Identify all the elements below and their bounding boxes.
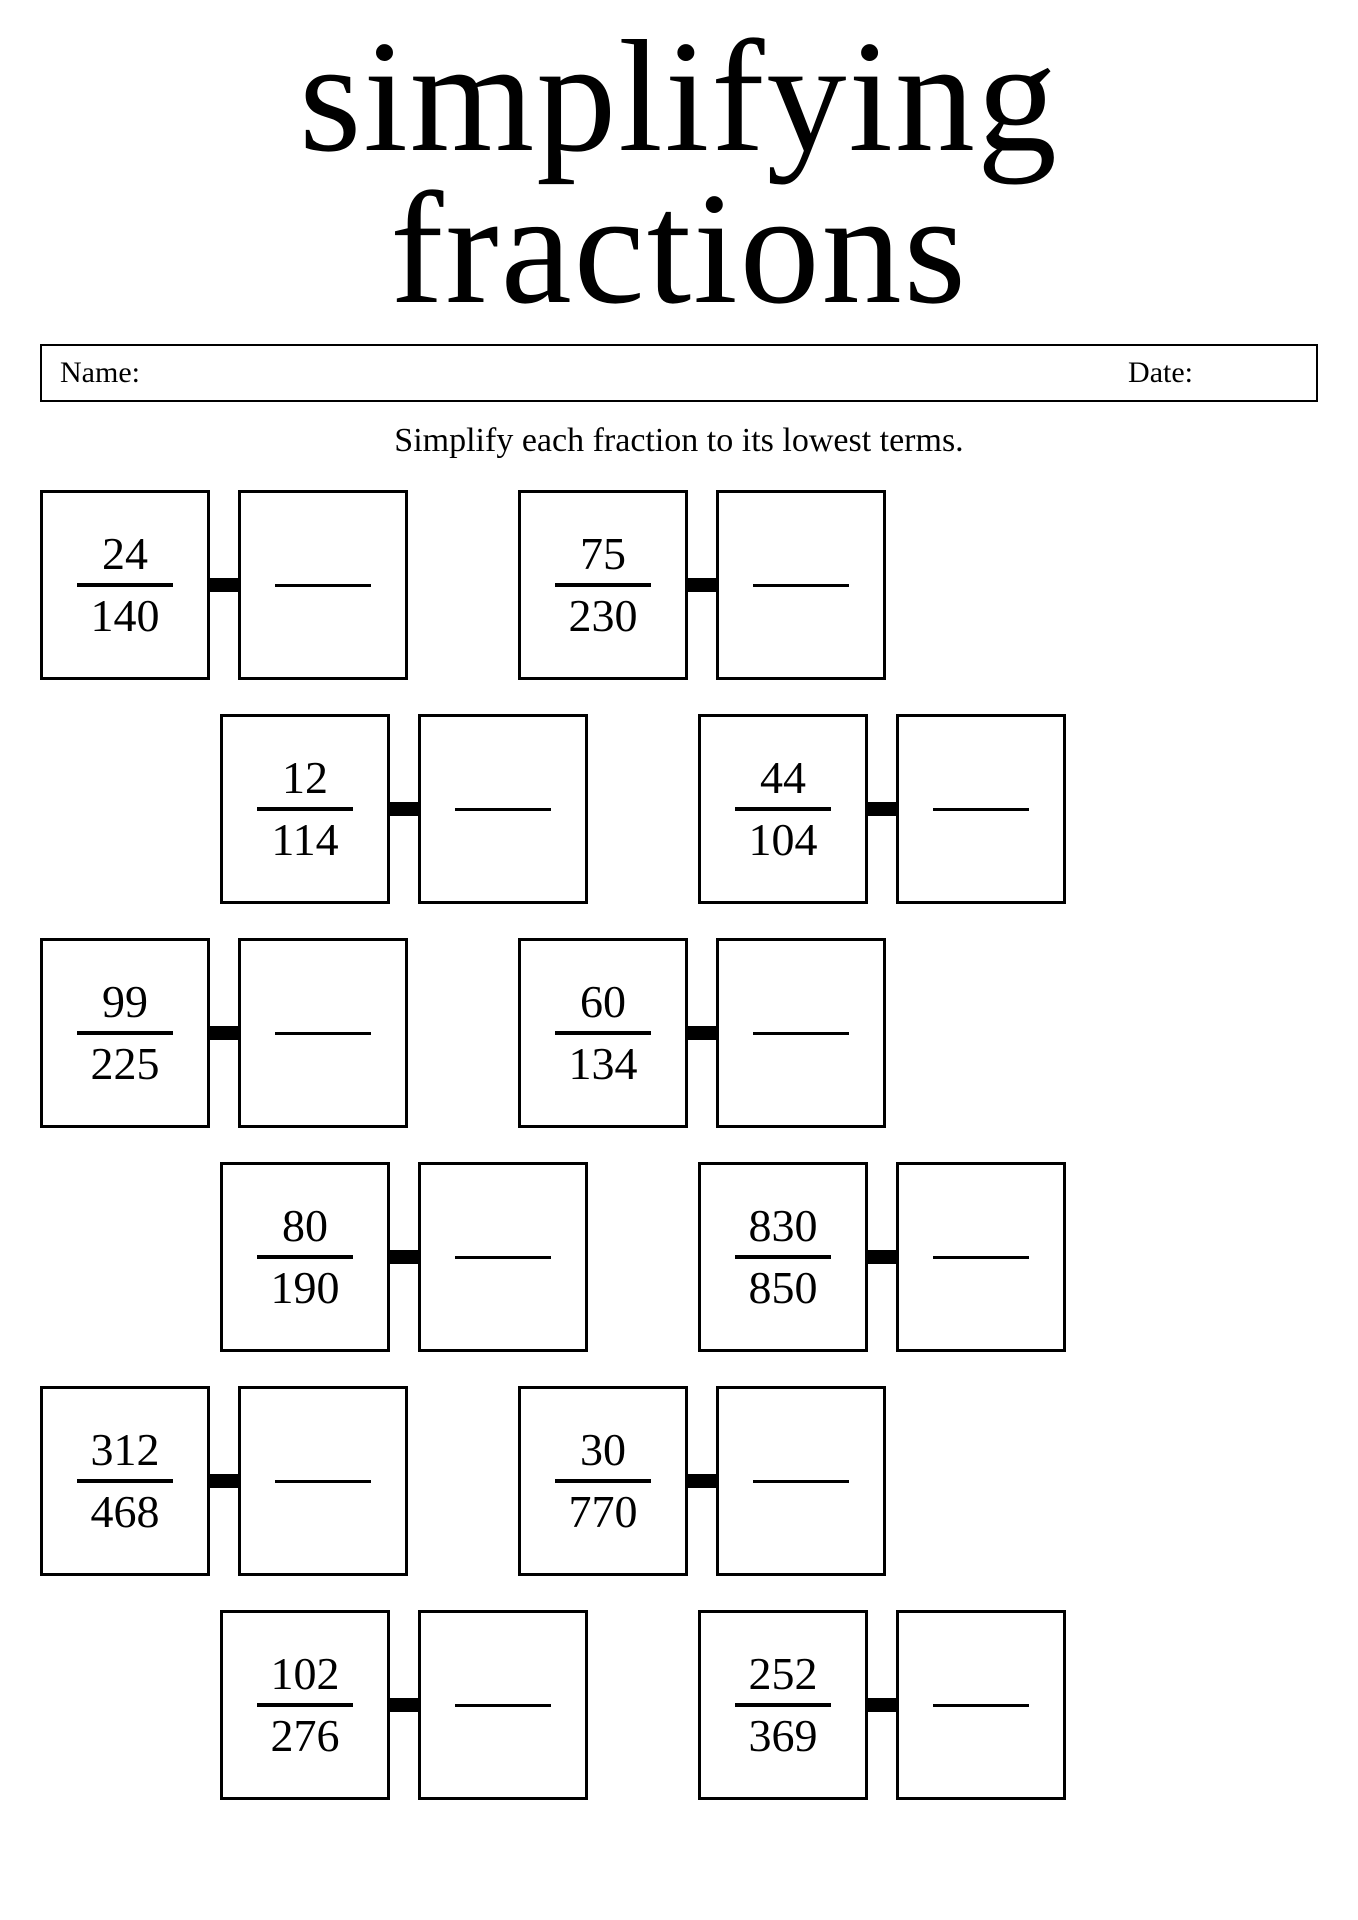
fraction-box: 75230 [518, 490, 688, 680]
fraction-problem: 252369 [698, 1610, 1066, 1800]
denominator: 104 [749, 811, 818, 869]
fraction-problem: 80190 [220, 1162, 588, 1352]
answer-blank-line [455, 808, 551, 811]
answer-box[interactable] [418, 714, 588, 904]
answer-blank-line [455, 1256, 551, 1259]
numerator: 12 [282, 749, 328, 807]
fraction-problem: 312468 [40, 1386, 408, 1576]
fraction-box: 12114 [220, 714, 390, 904]
fraction-box: 44104 [698, 714, 868, 904]
problem-row: 312468 30770 [40, 1386, 1318, 1576]
name-date-bar: Name: Date: [40, 344, 1318, 402]
answer-box[interactable] [896, 1162, 1066, 1352]
denominator: 114 [271, 811, 338, 869]
name-label: Name: [60, 356, 140, 390]
answer-blank-line [275, 584, 371, 587]
answer-box[interactable] [238, 1386, 408, 1576]
connector-bar [868, 802, 896, 816]
denominator: 190 [271, 1259, 340, 1317]
denominator: 850 [749, 1259, 818, 1317]
fraction-problem: 60134 [518, 938, 886, 1128]
fraction-box: 99225 [40, 938, 210, 1128]
numerator: 75 [580, 525, 626, 583]
fraction-problem: 102276 [220, 1610, 588, 1800]
fraction-problem: 44104 [698, 714, 1066, 904]
answer-box[interactable] [418, 1610, 588, 1800]
title-line-2: fractions [40, 172, 1318, 324]
denominator: 770 [569, 1483, 638, 1541]
title-line-1: simplifying [40, 20, 1318, 172]
fraction-problem: 75230 [518, 490, 886, 680]
answer-box[interactable] [716, 938, 886, 1128]
answer-box[interactable] [716, 490, 886, 680]
problem-row: 99225 60134 [40, 938, 1318, 1128]
connector-bar [688, 578, 716, 592]
answer-box[interactable] [418, 1162, 588, 1352]
problems-grid: 24140 75230 12114 44104 99225 60134 80190 83085… [40, 490, 1318, 1800]
denominator: 225 [91, 1035, 160, 1093]
connector-bar [390, 802, 418, 816]
fraction-problem: 99225 [40, 938, 408, 1128]
connector-bar [210, 1026, 238, 1040]
answer-box[interactable] [716, 1386, 886, 1576]
connector-bar [688, 1026, 716, 1040]
numerator: 44 [760, 749, 806, 807]
problem-row: 102276 252369 [220, 1610, 1318, 1800]
fraction-box: 830850 [698, 1162, 868, 1352]
fraction-box: 312468 [40, 1386, 210, 1576]
numerator: 60 [580, 973, 626, 1031]
answer-blank-line [933, 1256, 1029, 1259]
fraction-box: 24140 [40, 490, 210, 680]
instructions-text: Simplify each fraction to its lowest ter… [40, 422, 1318, 460]
connector-bar [210, 578, 238, 592]
connector-bar [868, 1698, 896, 1712]
answer-box[interactable] [896, 1610, 1066, 1800]
fraction-box: 252369 [698, 1610, 868, 1800]
answer-box[interactable] [238, 938, 408, 1128]
answer-blank-line [753, 584, 849, 587]
answer-blank-line [753, 1032, 849, 1035]
numerator: 99 [102, 973, 148, 1031]
numerator: 102 [271, 1645, 340, 1703]
denominator: 230 [569, 587, 638, 645]
numerator: 252 [749, 1645, 818, 1703]
connector-bar [210, 1474, 238, 1488]
problem-row: 24140 75230 [40, 490, 1318, 680]
connector-bar [868, 1250, 896, 1264]
answer-blank-line [275, 1032, 371, 1035]
denominator: 276 [271, 1707, 340, 1765]
numerator: 24 [102, 525, 148, 583]
connector-bar [390, 1250, 418, 1264]
answer-box[interactable] [896, 714, 1066, 904]
fraction-problem: 830850 [698, 1162, 1066, 1352]
fraction-problem: 30770 [518, 1386, 886, 1576]
denominator: 140 [91, 587, 160, 645]
problem-row: 12114 44104 [220, 714, 1318, 904]
fraction-problem: 12114 [220, 714, 588, 904]
connector-bar [390, 1698, 418, 1712]
fraction-box: 102276 [220, 1610, 390, 1800]
fraction-box: 30770 [518, 1386, 688, 1576]
answer-blank-line [933, 1704, 1029, 1707]
date-label: Date: [1128, 356, 1298, 390]
answer-blank-line [455, 1704, 551, 1707]
connector-bar [688, 1474, 716, 1488]
denominator: 468 [91, 1483, 160, 1541]
fraction-problem: 24140 [40, 490, 408, 680]
denominator: 369 [749, 1707, 818, 1765]
numerator: 830 [749, 1197, 818, 1255]
worksheet-title: simplifying fractions [40, 20, 1318, 324]
answer-blank-line [275, 1480, 371, 1483]
numerator: 80 [282, 1197, 328, 1255]
denominator: 134 [569, 1035, 638, 1093]
worksheet-page: simplifying fractions Name: Date: Simpli… [0, 0, 1358, 1860]
answer-blank-line [753, 1480, 849, 1483]
answer-blank-line [933, 808, 1029, 811]
problem-row: 80190 830850 [220, 1162, 1318, 1352]
answer-box[interactable] [238, 490, 408, 680]
fraction-box: 80190 [220, 1162, 390, 1352]
numerator: 30 [580, 1421, 626, 1479]
numerator: 312 [91, 1421, 160, 1479]
fraction-box: 60134 [518, 938, 688, 1128]
